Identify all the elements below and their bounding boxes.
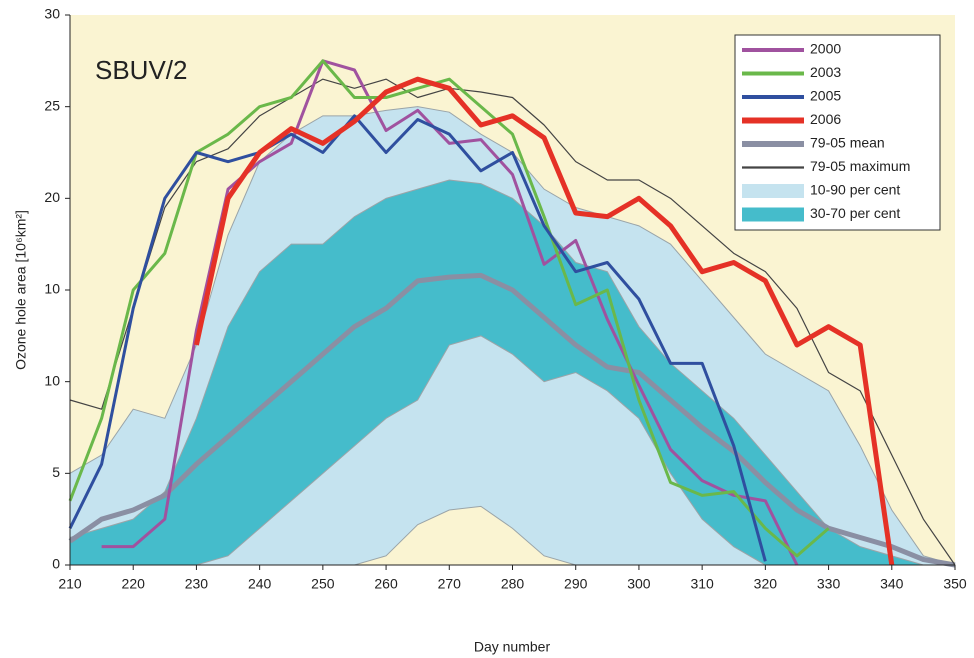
x-tick-label: 300 — [627, 576, 651, 592]
x-tick-label: 270 — [438, 576, 462, 592]
x-tick-label: 350 — [943, 576, 967, 592]
legend-label: 2000 — [810, 41, 841, 57]
line — [68, 272, 956, 568]
x-tick-label: 230 — [185, 576, 209, 592]
y-tick-label: 25 — [44, 97, 60, 113]
x-tick-label: 320 — [754, 576, 778, 592]
chart-title: SBUV/2 — [95, 55, 188, 85]
y-tick-label: 20 — [44, 189, 60, 205]
legend: 2000 2003 2005 2006 79-05 mean 79-05 maximum 1… — [734, 34, 941, 231]
x-tick-label: 210 — [58, 576, 82, 592]
x-tick-label: 220 — [122, 576, 146, 592]
x-tick-label: 250 — [311, 576, 335, 592]
x-tick-label: 310 — [690, 576, 714, 592]
line — [68, 114, 767, 562]
x-tick-label: 290 — [564, 576, 588, 592]
legend-label: 30-70 per cent — [810, 205, 900, 221]
x-tick-label: 240 — [248, 576, 272, 592]
x-tick-label: 260 — [374, 576, 398, 592]
line — [193, 76, 895, 566]
x-tick-label: 330 — [817, 576, 841, 592]
y-tick-label: 30 — [44, 6, 60, 22]
legend-label: 79-05 maximum — [810, 158, 910, 174]
x-tick-label: 280 — [501, 576, 525, 592]
y-tick-label: 10 — [44, 281, 60, 297]
legend-swatch — [742, 184, 804, 198]
legend-label: 79-05 mean — [810, 135, 885, 151]
y-axis-label: Ozone hole area [10⁶km²] — [13, 210, 29, 370]
line — [69, 78, 956, 566]
legend-swatch — [742, 207, 804, 222]
y-tick-label: 5 — [52, 464, 60, 480]
legend-label: 10-90 per cent — [810, 182, 900, 198]
y-tick-label: 0 — [52, 556, 60, 572]
legend-label: 2006 — [810, 111, 841, 127]
x-axis-label: Day number — [474, 639, 551, 655]
y-tick-label: 10 — [44, 372, 60, 388]
legend-label: 2005 — [810, 88, 841, 104]
x-tick-label: 340 — [880, 576, 904, 592]
legend-label: 2003 — [810, 64, 841, 80]
